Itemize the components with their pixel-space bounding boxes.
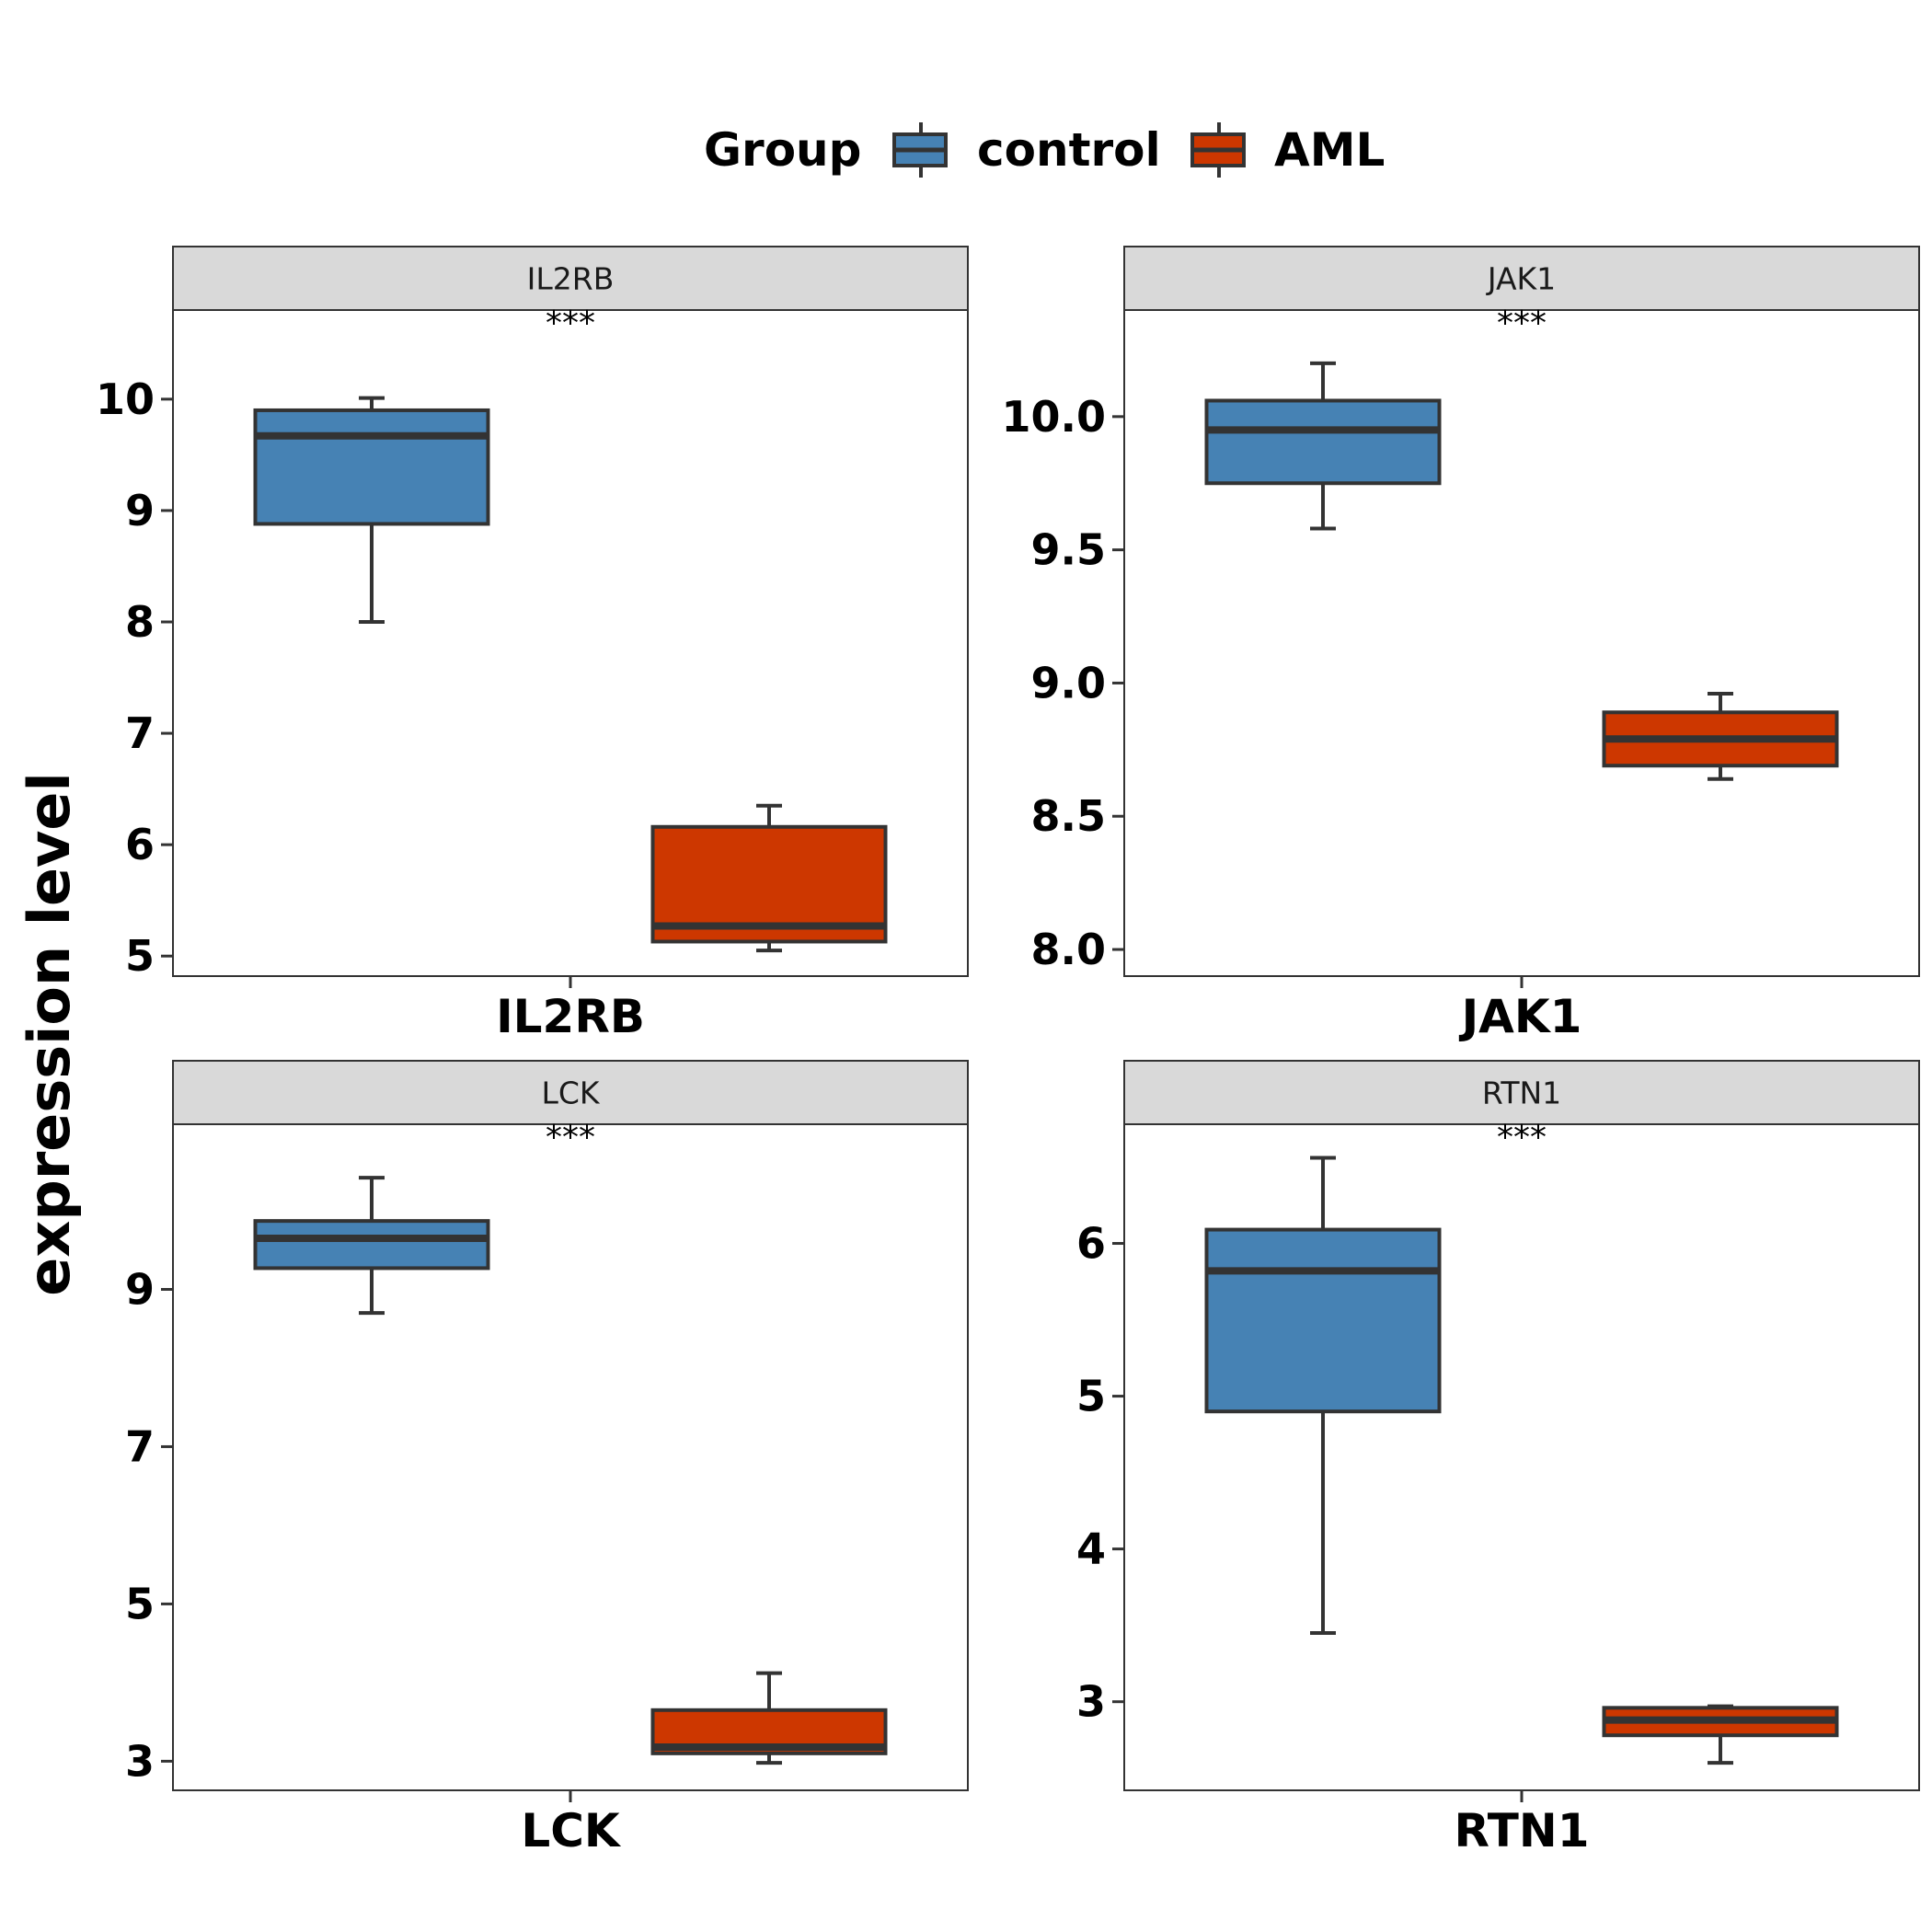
box-control bbox=[1204, 1156, 1442, 1635]
panel-background bbox=[1124, 1124, 1919, 1790]
y-tick-label: 5 bbox=[125, 931, 155, 981]
x-tick-label: IL2RB bbox=[496, 990, 645, 1043]
box-control bbox=[253, 396, 490, 624]
facet-panels: IL2RB *** 5 6 7 8 9 10 IL2RB JAK1 *** 8.0 8.5 9.0 9.5 1… bbox=[96, 246, 1920, 1857]
box-aml bbox=[650, 803, 888, 953]
y-tick-label: 10.0 bbox=[1002, 392, 1107, 442]
y-tick-label: 3 bbox=[1076, 1677, 1106, 1727]
y-tick-label: 9.5 bbox=[1031, 525, 1107, 575]
y-tick-label: 9.0 bbox=[1031, 658, 1107, 707]
facet-panel-jak1: JAK1 *** 8.0 8.5 9.0 9.5 10.0 JAK1 bbox=[1002, 246, 1920, 1043]
box-iqr bbox=[1204, 1227, 1442, 1414]
y-tick-label: 6 bbox=[125, 820, 155, 869]
x-tick-label: JAK1 bbox=[1459, 990, 1582, 1043]
y-tick-label: 10 bbox=[96, 374, 155, 424]
legend: Group control AML bbox=[704, 122, 1385, 178]
facet-strip-label: LCK bbox=[541, 1075, 600, 1111]
facet-strip-label: RTN1 bbox=[1482, 1075, 1561, 1111]
x-tick-label: RTN1 bbox=[1455, 1804, 1590, 1857]
legend-label-aml: AML bbox=[1274, 123, 1385, 177]
legend-key-aml bbox=[1190, 122, 1246, 178]
facet-strip-label: IL2RB bbox=[527, 261, 615, 297]
y-tick-label: 9 bbox=[125, 1265, 155, 1315]
facet-panel-rtn1: RTN1 *** 3 4 5 6 RTN1 bbox=[1076, 1060, 1920, 1857]
y-tick-label: 3 bbox=[125, 1736, 155, 1786]
facet-panel-lck: LCK *** 3 5 7 9 LCK bbox=[125, 1060, 969, 1857]
y-tick-label: 9 bbox=[125, 486, 155, 535]
box-control bbox=[253, 1176, 490, 1316]
y-tick-label: 8 bbox=[125, 597, 155, 647]
box-iqr bbox=[253, 408, 490, 526]
box-iqr bbox=[1204, 398, 1442, 486]
y-axis-title: expression level bbox=[16, 772, 83, 1295]
significance-label: *** bbox=[546, 305, 595, 342]
box-aml bbox=[1602, 1704, 1839, 1765]
y-tick-label: 4 bbox=[1076, 1524, 1106, 1574]
legend-key-control bbox=[892, 122, 948, 178]
box-aml bbox=[650, 1671, 888, 1765]
facet-strip bbox=[1123, 1060, 1920, 1125]
y-tick-label: 5 bbox=[125, 1579, 155, 1628]
box-aml bbox=[1602, 692, 1839, 781]
legend-label-control: control bbox=[977, 123, 1161, 177]
y-tick-label: 7 bbox=[125, 708, 155, 758]
y-tick-label: 5 bbox=[1076, 1372, 1106, 1421]
y-tick-label: 6 bbox=[1076, 1219, 1106, 1269]
legend-title: Group bbox=[704, 123, 861, 177]
y-tick-label: 7 bbox=[125, 1421, 155, 1471]
facet-strip bbox=[1123, 246, 1920, 311]
significance-label: *** bbox=[546, 1119, 595, 1156]
significance-label: *** bbox=[1497, 305, 1547, 342]
y-tick-label: 8.5 bbox=[1031, 791, 1107, 841]
x-tick-label: LCK bbox=[521, 1804, 622, 1857]
facet-panel-il2rb: IL2RB *** 5 6 7 8 9 10 IL2RB bbox=[96, 246, 969, 1043]
facet-strip-label: JAK1 bbox=[1486, 261, 1556, 297]
facet-strip bbox=[172, 246, 969, 311]
y-tick-label: 8.0 bbox=[1031, 925, 1107, 974]
box-control bbox=[1204, 361, 1442, 531]
box-iqr bbox=[253, 1219, 490, 1271]
significance-label: *** bbox=[1497, 1119, 1547, 1156]
